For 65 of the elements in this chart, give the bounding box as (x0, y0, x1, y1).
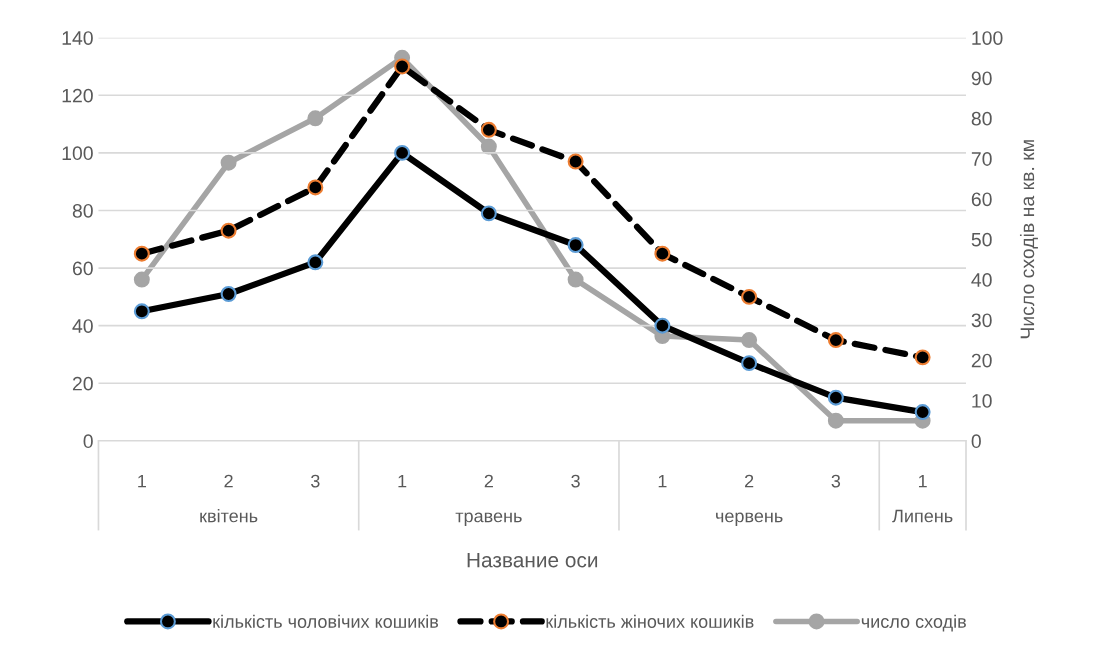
y2-tick-label: 30 (971, 313, 992, 328)
y2-tick-label: 50 (971, 232, 992, 247)
x-tick-label: 2 (745, 474, 754, 488)
x-tick-label: 1 (398, 474, 407, 488)
point (654, 245, 671, 262)
y2-tick-label: 40 (971, 273, 992, 287)
x-tick-label: 3 (571, 474, 580, 488)
y2-axis-title: Число сходів на кв. км (1019, 140, 1038, 339)
point (307, 254, 324, 271)
point (741, 288, 758, 305)
point (567, 237, 584, 254)
y2-tick-label: 80 (971, 111, 992, 126)
y2-tick-label: 0 (971, 434, 981, 449)
y2-tick-label: 100 (972, 31, 1003, 45)
point (827, 332, 844, 349)
legend-label: кількість жіночих кошиків (546, 614, 754, 628)
x-tick-label: 1 (658, 474, 667, 488)
y-tick-label: 100 (62, 146, 93, 161)
y-tick-label: 60 (72, 261, 93, 276)
y-tick-label: 20 (72, 376, 93, 391)
legend-label: число сходів (861, 614, 966, 632)
y-tick-label: 0 (83, 434, 93, 449)
y2-tick-label: 60 (971, 192, 992, 207)
y-tick-label: 80 (72, 203, 93, 218)
point (914, 404, 931, 421)
point (567, 153, 584, 170)
point (480, 138, 497, 155)
y2-tick-label: 70 (971, 152, 992, 166)
y2-tick-label: 90 (971, 71, 992, 86)
text: Липень (892, 509, 953, 523)
y-tick-label: 40 (72, 319, 93, 333)
point (394, 144, 411, 161)
text: червень (716, 512, 783, 526)
x-tick-label: 3 (831, 474, 841, 488)
point (133, 271, 150, 288)
point (741, 332, 758, 349)
point (480, 121, 497, 138)
text: квітень (200, 509, 258, 523)
y2-tick-label: 10 (972, 394, 992, 408)
x-tick-label: 2 (224, 474, 233, 488)
legend-label: кількість чоловічих кошиків (213, 614, 439, 628)
y2-tick-label: 20 (971, 353, 992, 368)
y-tick-label: 140 (62, 31, 93, 45)
point (827, 412, 844, 429)
point (220, 286, 237, 302)
point (307, 110, 324, 127)
point (307, 179, 324, 196)
x-tick-label: 1 (138, 474, 146, 488)
point (394, 58, 411, 75)
point (654, 317, 671, 334)
point (220, 154, 237, 171)
point (133, 245, 150, 262)
point (914, 349, 931, 366)
x-axis-title: Название оси (467, 552, 598, 568)
point (133, 303, 150, 320)
x-tick-label: 3 (311, 474, 320, 488)
point (220, 222, 237, 239)
point (567, 271, 584, 288)
x-tick-label: 2 (484, 474, 493, 488)
x-tick-label: 1 (918, 474, 927, 488)
point (741, 355, 758, 372)
text: травень (455, 512, 522, 526)
point (827, 389, 844, 406)
y-tick-label: 120 (62, 88, 93, 103)
point (480, 205, 497, 222)
